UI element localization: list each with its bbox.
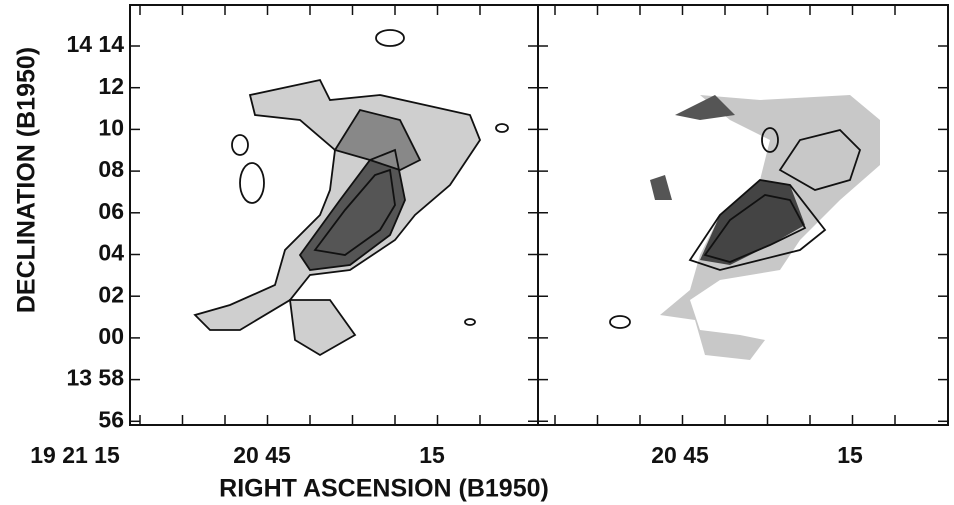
x-tick-label: 15 — [837, 442, 863, 468]
y-tick-label: 13 58 — [66, 365, 124, 391]
contour — [298, 148, 406, 271]
y-tick-label: 06 — [98, 198, 124, 224]
left-map — [193, 29, 509, 357]
y-tick-label: 04 — [98, 240, 124, 266]
contour — [495, 123, 509, 133]
contour — [464, 318, 476, 326]
contour — [609, 315, 631, 329]
x-axis-label: RIGHT ASCENSION (B1950) — [219, 475, 549, 503]
y-tick-label: 02 — [98, 281, 124, 307]
emission-peak — [700, 180, 805, 265]
contour — [761, 127, 779, 153]
contour — [239, 162, 265, 204]
right-map — [609, 95, 880, 360]
x-tick-label: 15 — [419, 442, 445, 468]
emission-peak — [300, 150, 405, 270]
contour — [703, 194, 807, 263]
y-tick-label: 12 — [98, 73, 124, 99]
emission — [335, 110, 420, 170]
emission — [675, 95, 735, 120]
x-tick-label: 20 45 — [233, 442, 291, 468]
contour — [688, 179, 827, 271]
contour — [193, 78, 482, 331]
contour — [313, 168, 396, 256]
emission — [290, 300, 355, 355]
y-axis-label: DECLINATION (B1950) — [13, 47, 41, 313]
contour — [333, 108, 422, 171]
contour — [288, 299, 357, 357]
x-tick-label: 19 21 15 — [30, 442, 120, 468]
x-tick-label: 20 45 — [651, 442, 709, 468]
contour — [778, 129, 862, 191]
contour — [375, 29, 405, 47]
emission — [650, 175, 672, 200]
right-panel-frame — [537, 4, 949, 426]
y-tick-label: 10 — [98, 114, 124, 140]
y-tick-label: 08 — [98, 156, 124, 182]
contour — [231, 134, 249, 156]
y-tick-label: 56 — [98, 406, 124, 432]
y-tick-label: 00 — [98, 323, 124, 349]
y-tick-label: 14 14 — [66, 31, 124, 57]
